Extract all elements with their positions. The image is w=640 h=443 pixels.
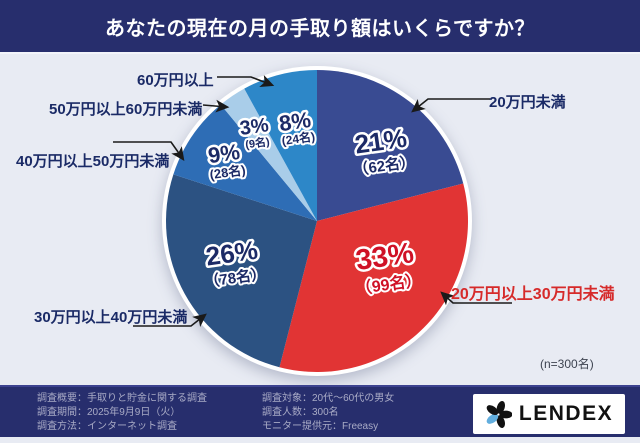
pie-slice-3 [173,104,317,221]
survey-method: 調査方法：インターネット調査 [37,421,177,432]
pie-slice-5 [244,70,317,221]
callout-40-50man: 40万円以上50万円未満 [16,153,170,170]
callout-50-60man: 50万円以上60万円未満 [49,101,203,118]
slice-percent: 33% [354,237,416,277]
page-title: あなたの現在の月の手取り額はいくらですか？ [105,17,535,40]
slice-percent: 9% [206,139,241,168]
slice-label-30-40man: 26% （78名） [201,232,269,293]
slice-count: (24名) [281,129,316,148]
slice-label-50-60man: 3% (9名) [236,112,273,154]
leader-line-30-40man [133,313,207,327]
survey-info-left: 調査概要：手取りと貯金に関する調査 調査期間：2025年9月9日（火） 調査方法… [37,392,207,434]
slice-count: (28名) [209,162,247,182]
survey-period: 調査期間：2025年9月9日（火） [37,407,181,418]
callout-20manen-miman: 20万円未満 [489,94,566,111]
callout-60man-ijo: 60万円以上 [137,72,214,89]
callout-20-30man: 20万円以上30万円未満 [451,286,615,303]
lendex-logo: LENDEX [473,394,625,434]
leader-line-40-50man [113,141,185,161]
lendex-pinwheel-icon [486,400,512,428]
leader-line-50-60man [202,99,230,113]
survey-monitor-provider: モニター提供元：Freeasy [262,421,379,432]
callout-30-40man: 30万円以上40万円未満 [34,309,188,326]
sample-size-label: (n=300名) [540,357,594,371]
slice-label-60man-ijo: 8% (24名) [275,104,318,150]
slice-label-40-50man: 9% (28名) [204,136,249,184]
pie-slice-0 [317,70,464,221]
survey-respondents: 調査人数：300名 [262,407,339,418]
survey-target: 調査対象：20代～60代の男女 [262,393,395,404]
leader-line-60man-ijo [217,75,275,87]
leader-line-20-30man [440,291,512,306]
pie-slice-4 [220,88,317,222]
pie-slice-1 [279,183,469,373]
survey-info-bar: 調査概要：手取りと貯金に関する調査 調査期間：2025年9月9日（火） 調査方法… [0,385,640,437]
slice-label-20-30man: 33% （99名） [351,235,424,301]
leader-lines [113,75,512,327]
leader-line-20manen-miman [411,98,490,113]
survey-info-right: 調査対象：20代～60代の男女 調査人数：300名 モニター提供元：Freeas… [262,392,394,434]
lendex-logo-text: LENDEX [518,402,614,425]
pie-slices [165,70,469,373]
title-bar: あなたの現在の月の手取り額はいくらですか？ [0,0,640,54]
slice-label-20manen-miman: 21% （62名） [350,120,418,181]
survey-overview: 調査概要：手取りと貯金に関する調査 [37,393,207,404]
